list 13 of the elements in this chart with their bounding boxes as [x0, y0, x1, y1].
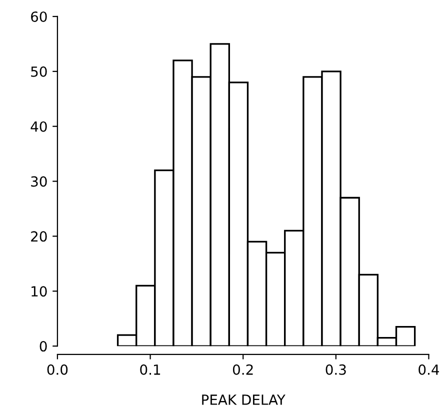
y-tick-label: 20 [31, 231, 47, 242]
y-tick-label: 10 [32, 286, 47, 297]
x-tick-label: 0.2 [232, 364, 253, 375]
y-tick-label: 30 [31, 176, 47, 187]
y-tick-label: 0 [40, 341, 47, 352]
x-tick-label: 0.1 [140, 364, 160, 375]
y-tick-label: 40 [30, 121, 47, 132]
x-tick-label: 0.4 [418, 364, 440, 375]
x-tick-label: 0.3 [326, 364, 346, 375]
x-tick-label: 0.0 [47, 364, 68, 375]
y-tick-label: 50 [31, 66, 47, 77]
y-tick-label: 60 [31, 11, 47, 22]
x-axis-title: PEAK DELAY [202, 394, 286, 405]
